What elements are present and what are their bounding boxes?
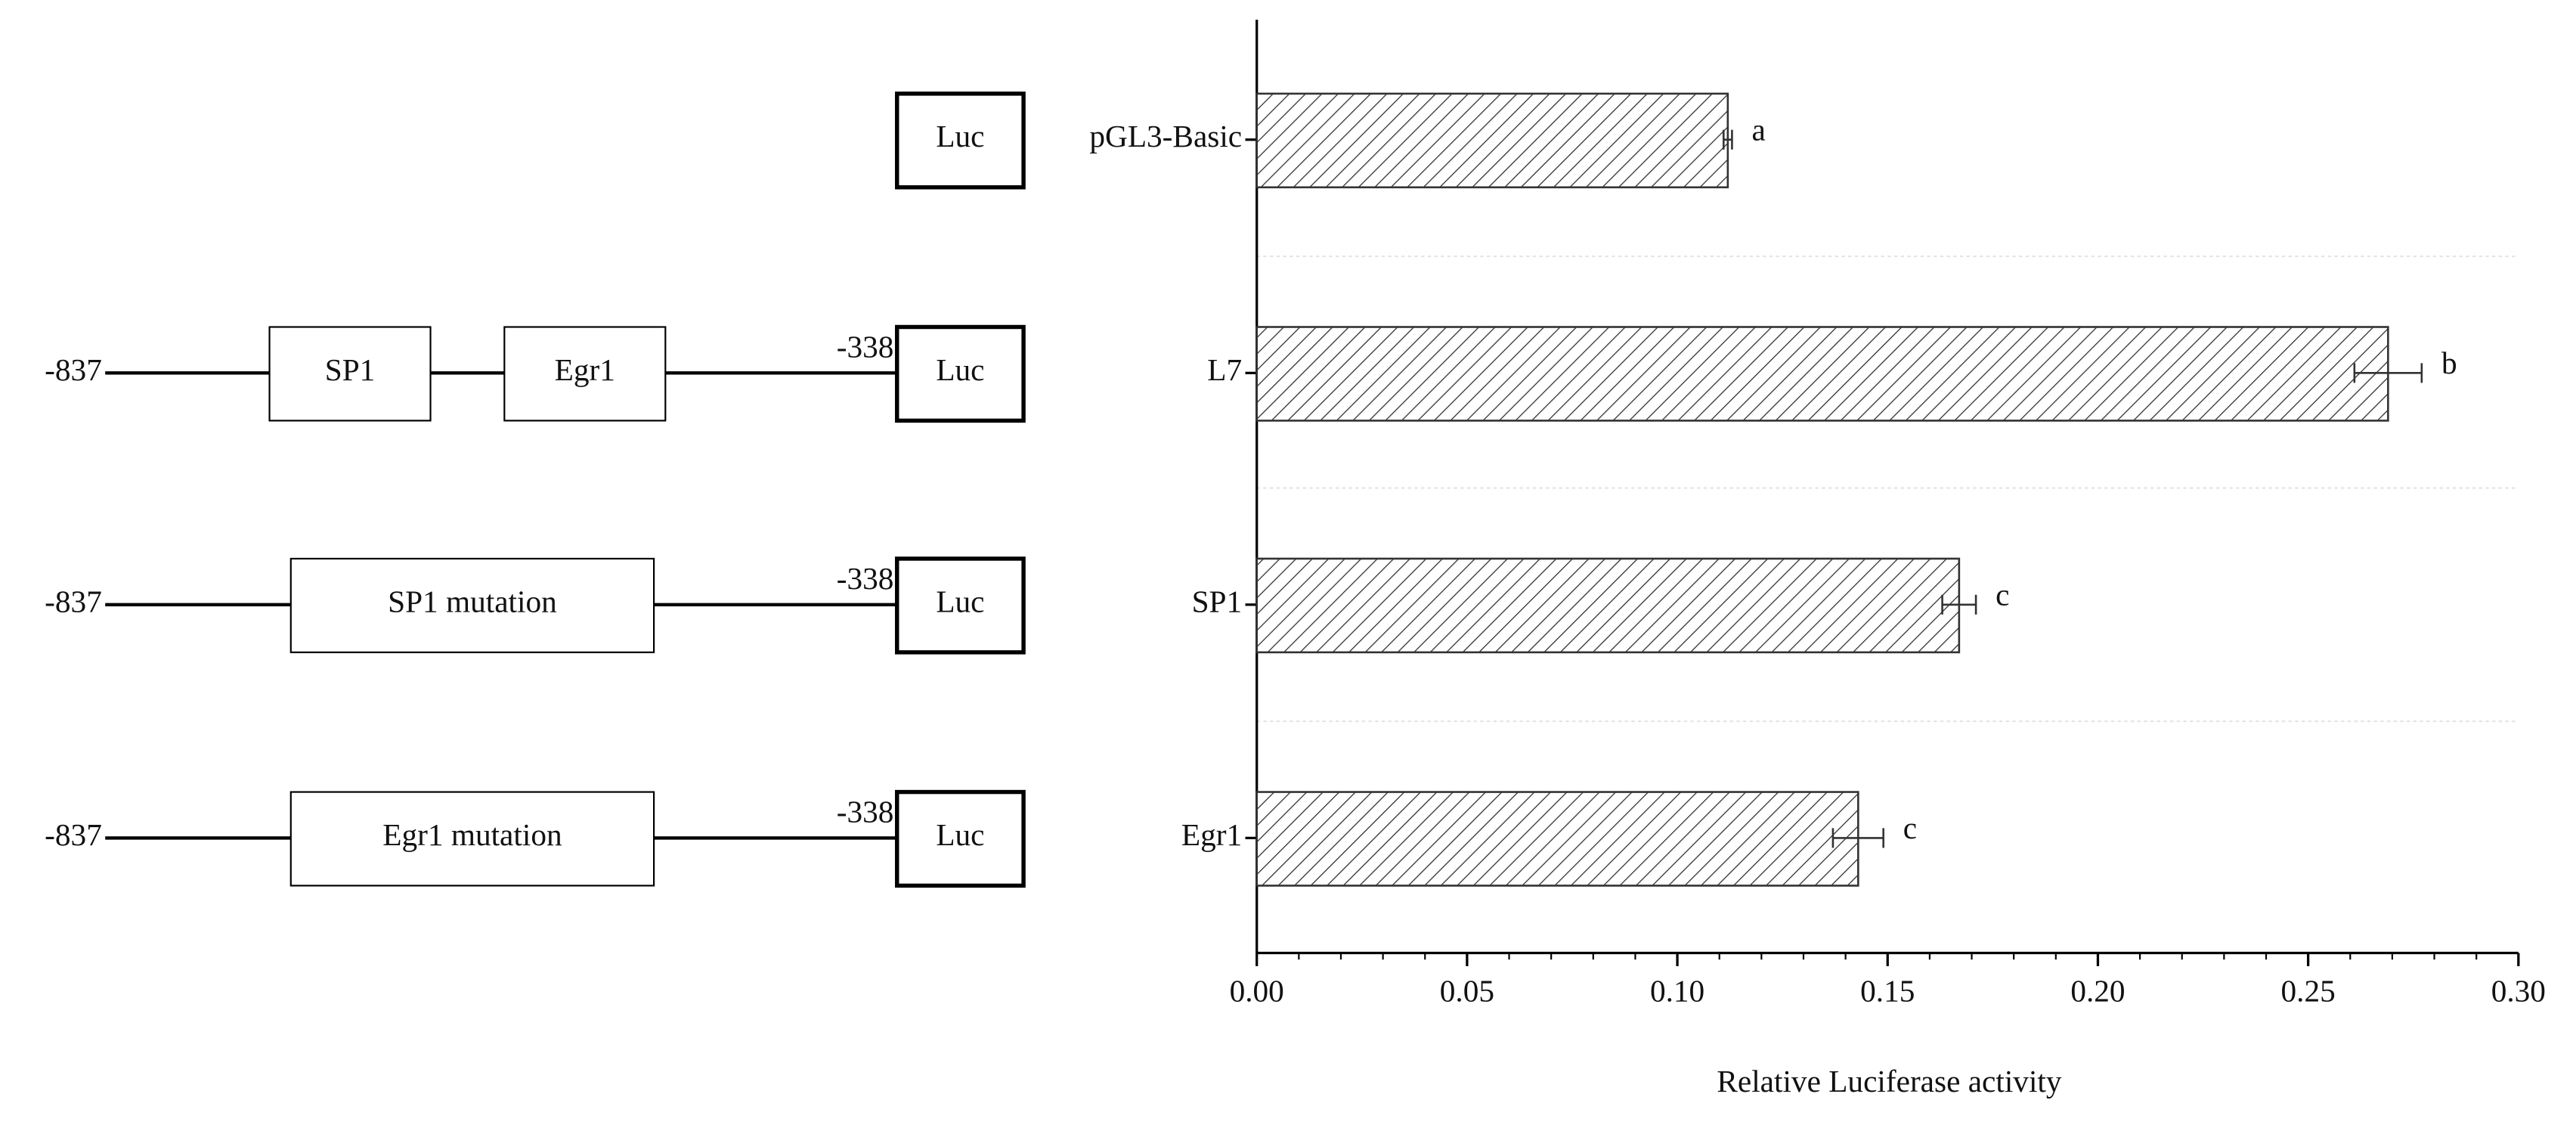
bar [1255, 326, 2389, 422]
significance-letter: c [1903, 810, 1917, 845]
element-label: SP1 mutation [388, 584, 557, 618]
reporter-label: Luc [936, 119, 984, 153]
error-bar [1941, 594, 1977, 615]
error-bar [1831, 828, 1885, 848]
x-tick-label: 0.00 [1230, 973, 1284, 1008]
x-tick-label: 0.30 [2491, 973, 2546, 1008]
element-label: SP1 [325, 352, 376, 387]
significance-letter: a [1751, 113, 1765, 147]
x-tick-label: 0.10 [1650, 973, 1704, 1008]
x-tick-label: 0.05 [1440, 973, 1494, 1008]
y-tick-label: pGL3-Basic [1089, 119, 1242, 153]
start-position: -837 [45, 352, 102, 387]
element-box [268, 326, 432, 422]
significance-letter: b [2441, 346, 2457, 380]
x-tick-label: 0.15 [1860, 973, 1915, 1008]
start-position: -837 [45, 817, 102, 852]
reporter-box [895, 789, 1026, 888]
error-bar [2353, 363, 2423, 383]
reporter-box [895, 91, 1026, 190]
y-tick-label: Egr1 [1181, 817, 1242, 852]
end-position: -338 [837, 561, 894, 596]
start-position: -837 [45, 584, 102, 618]
bar [1255, 557, 1961, 654]
reporter-box [895, 324, 1026, 423]
element-box [503, 326, 667, 422]
y-tick-label: SP1 [1192, 584, 1243, 618]
x-tick-label: 0.20 [2070, 973, 2125, 1008]
reporter-label: Luc [936, 352, 984, 387]
y-tick-label: L7 [1207, 352, 1242, 387]
end-position: -338 [837, 329, 894, 364]
x-tick-label: 0.25 [2281, 973, 2336, 1008]
bar [1255, 92, 1729, 189]
significance-letter: c [1995, 578, 2009, 612]
reporter-label: Luc [936, 817, 984, 852]
end-position: -338 [837, 794, 894, 829]
x-axis-label: Relative Luciferase activity [1717, 1064, 2062, 1099]
bar [1255, 791, 1859, 887]
element-label: Egr1 mutation [382, 817, 562, 852]
element-box [289, 791, 655, 887]
error-bar [1722, 129, 1733, 150]
reporter-label: Luc [936, 584, 984, 618]
reporter-box [895, 556, 1026, 655]
element-label: Egr1 [555, 352, 615, 387]
element-box [289, 557, 655, 653]
